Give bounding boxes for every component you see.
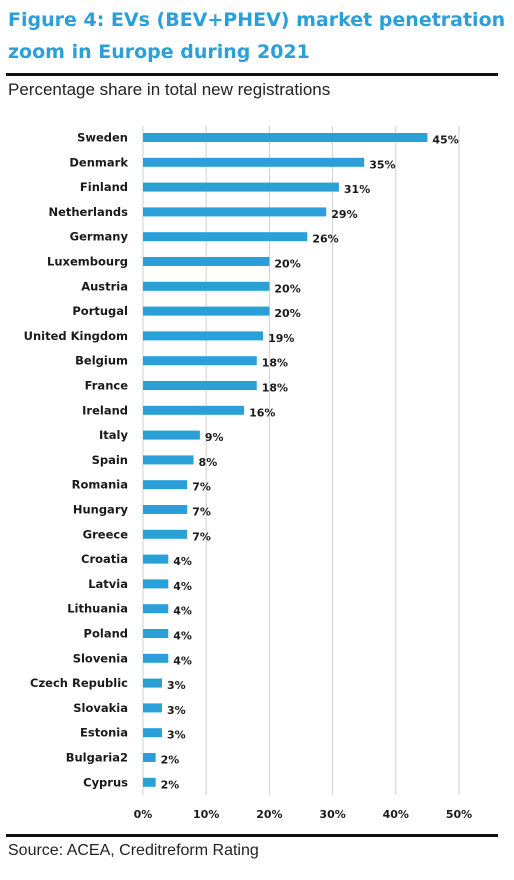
- category-label: Denmark: [69, 155, 128, 169]
- category-label: Estonia: [80, 726, 128, 740]
- value-label: 8%: [199, 456, 218, 469]
- category-label: Luxembourg: [47, 255, 128, 269]
- category-label: Slovenia: [73, 651, 128, 665]
- bar: [143, 653, 169, 663]
- value-label: 18%: [262, 357, 288, 370]
- value-label: 4%: [173, 555, 192, 568]
- bar: [143, 505, 188, 514]
- value-label: 3%: [167, 729, 186, 742]
- bar: [143, 157, 365, 167]
- title-rule: [6, 73, 498, 76]
- category-label: Austria: [81, 279, 128, 293]
- value-label: 16%: [249, 406, 275, 419]
- bar: [143, 133, 428, 142]
- value-label: 4%: [173, 580, 192, 593]
- bar: [143, 281, 270, 291]
- category-label: Spain: [92, 453, 128, 467]
- value-label: 20%: [274, 258, 300, 271]
- category-label: Hungary: [73, 503, 129, 517]
- value-label: 3%: [167, 679, 186, 692]
- value-label: 9%: [205, 431, 224, 444]
- category-labels: Sweden Denmark Finland Netherlands Germany Lu…: [24, 131, 129, 790]
- value-label: 31%: [344, 183, 370, 196]
- category-label: Bulgaria2: [66, 751, 128, 765]
- value-label: 20%: [274, 307, 300, 320]
- bar: [143, 331, 264, 341]
- bars: [143, 133, 428, 787]
- value-label: 4%: [173, 630, 192, 643]
- bottom-rule: [6, 834, 498, 837]
- bar: [143, 405, 245, 415]
- bar: [143, 629, 169, 638]
- bar: [143, 728, 162, 738]
- category-label: Italy: [99, 428, 128, 442]
- value-label: 7%: [192, 530, 211, 543]
- bar: [143, 703, 162, 713]
- category-label: Cyprus: [83, 775, 128, 789]
- bar: [143, 753, 156, 762]
- category-label: Belgium: [75, 354, 128, 368]
- category-label: Greece: [83, 527, 129, 541]
- category-label: France: [85, 379, 129, 393]
- x-tick-label: 20%: [256, 808, 282, 821]
- bar: [143, 455, 194, 465]
- x-tick-label: 10%: [193, 808, 219, 821]
- bar: [143, 232, 308, 242]
- value-label: 20%: [274, 282, 300, 295]
- category-label: Slovakia: [73, 701, 128, 715]
- bar: [143, 356, 257, 366]
- value-label: 7%: [192, 481, 211, 494]
- bar: [143, 207, 327, 217]
- value-label: 18%: [262, 382, 288, 395]
- value-label: 4%: [173, 654, 192, 667]
- value-label: 2%: [161, 778, 180, 791]
- x-axis-ticks: 0% 10% 20% 30% 40% 50%: [134, 808, 473, 821]
- category-label: Sweden: [77, 131, 128, 145]
- category-label: United Kingdom: [24, 329, 128, 343]
- category-label: Lithuania: [67, 602, 128, 616]
- category-label: Poland: [84, 627, 128, 641]
- value-label: 29%: [331, 208, 357, 221]
- bar: [143, 678, 162, 688]
- x-tick-label: 30%: [319, 808, 345, 821]
- category-label: Ireland: [82, 403, 128, 417]
- bar: [143, 182, 339, 192]
- value-label: 3%: [167, 704, 186, 717]
- bar: [143, 579, 169, 589]
- value-label: 7%: [192, 506, 211, 519]
- value-label: 35%: [369, 158, 395, 171]
- value-labels: 45% 35% 31% 29% 26% 20% 20% 20% 19% 18% 18% 16% 9% 8%…: [161, 134, 459, 792]
- chart-title: Figure 4: EVs (BEV+PHEV) market penetrat…: [8, 9, 506, 63]
- bar: [143, 430, 200, 440]
- category-label: Croatia: [81, 552, 128, 566]
- category-label: Romania: [72, 478, 128, 492]
- x-tick-label: 0%: [134, 808, 153, 821]
- category-label: Latvia: [88, 577, 128, 591]
- bar: [143, 604, 169, 614]
- value-label: 26%: [312, 233, 338, 246]
- bar: [143, 257, 270, 266]
- bar: [143, 777, 156, 787]
- value-label: 45%: [432, 134, 458, 147]
- x-tick-label: 40%: [383, 808, 409, 821]
- category-label: Finland: [80, 180, 128, 194]
- category-label: Czech Republic: [30, 676, 128, 690]
- value-label: 4%: [173, 605, 192, 618]
- bar: [143, 480, 188, 490]
- category-label: Netherlands: [48, 205, 128, 219]
- bar: [143, 381, 257, 390]
- value-label: 2%: [161, 754, 180, 767]
- chart-subtitle: Percentage share in total new registrati…: [8, 80, 331, 99]
- value-label: 19%: [268, 332, 294, 345]
- bar: [143, 529, 188, 539]
- category-label: Portugal: [72, 304, 128, 318]
- bar: [143, 554, 169, 564]
- source-note: Source: ACEA, Creditreform Rating: [8, 842, 259, 859]
- x-tick-label: 50%: [446, 808, 472, 821]
- category-label: Germany: [70, 230, 129, 244]
- bar: [143, 306, 270, 316]
